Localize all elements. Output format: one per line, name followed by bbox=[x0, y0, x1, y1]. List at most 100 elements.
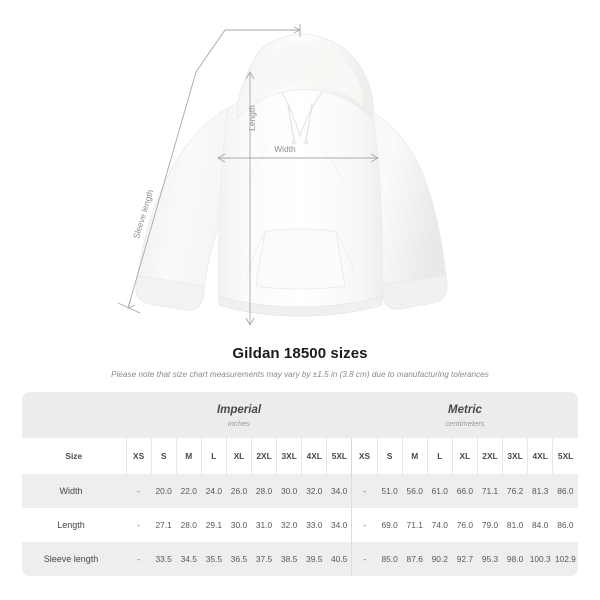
measurement-callouts bbox=[117, 24, 379, 326]
cuff-left bbox=[135, 275, 206, 311]
size-header-cell: S bbox=[150, 438, 177, 474]
size-chart-table: Imperial inches Metric centimeters Size … bbox=[22, 392, 578, 576]
measurement-cell: 51.0 bbox=[377, 474, 403, 508]
width-arrowhead-right bbox=[370, 153, 379, 163]
measurement-cell: 92.7 bbox=[452, 542, 478, 576]
tolerance-note: Please note that size chart measurements… bbox=[111, 370, 489, 379]
measurement-cell: 27.1 bbox=[151, 508, 177, 542]
size-header-cell: 4XL bbox=[527, 438, 553, 474]
measurement-cell: 76.0 bbox=[452, 508, 478, 542]
measurement-cell: 71.1 bbox=[402, 508, 428, 542]
measurement-cell: 39.5 bbox=[301, 542, 327, 576]
unit-system-row: Imperial inches Metric centimeters bbox=[22, 392, 578, 438]
size-header-cell: 4XL bbox=[301, 438, 327, 474]
pocket-edge-left bbox=[246, 231, 266, 279]
measurement-cell: 37.5 bbox=[251, 542, 277, 576]
size-header-cell: L bbox=[426, 438, 453, 474]
size-header-cell: XL bbox=[451, 438, 478, 474]
measurement-cell: 84.0 bbox=[527, 508, 553, 542]
measurement-cell: 22.0 bbox=[176, 474, 202, 508]
hoodie-graphic bbox=[135, 33, 448, 317]
table-row: Length -27.1 28.0 29.1 30.0 31.0 32.0 33.0 34.0-… bbox=[22, 508, 578, 542]
measurement-cell: 24.0 bbox=[201, 474, 227, 508]
measurement-cell: 31.0 bbox=[251, 508, 277, 542]
sleeve-length-arrowhead-bottom bbox=[127, 298, 136, 309]
seam-right bbox=[324, 150, 349, 197]
size-header-cell: XS bbox=[351, 438, 378, 474]
drawstring-tip-right bbox=[303, 139, 309, 145]
size-header-cell: 5XL bbox=[552, 438, 578, 474]
measurement-cell: 100.3 bbox=[527, 542, 553, 576]
measurement-cell: 69.0 bbox=[377, 508, 403, 542]
size-header-cell: L bbox=[200, 438, 227, 474]
measurement-cell: 98.0 bbox=[502, 542, 528, 576]
measurement-cell: 20.0 bbox=[151, 474, 177, 508]
size-header-cell: 2XL bbox=[476, 438, 503, 474]
drawstring-right bbox=[305, 103, 313, 141]
measurement-cell: 90.2 bbox=[427, 542, 453, 576]
length-arrowhead-top bbox=[245, 71, 255, 80]
measurement-cell: 26.0 bbox=[226, 474, 252, 508]
hood-inner bbox=[252, 42, 363, 106]
measurement-cell: 32.0 bbox=[276, 508, 302, 542]
measurement-cell: 34.0 bbox=[326, 508, 352, 542]
measurement-cell: 87.6 bbox=[402, 542, 428, 576]
measurement-cell: 85.0 bbox=[377, 542, 403, 576]
table-row: Width -20.0 22.0 24.0 26.0 28.0 30.0 32.0 34.0-5… bbox=[22, 474, 578, 508]
size-header-cell: XS bbox=[125, 438, 152, 474]
measurement-cell: 86.0 bbox=[552, 508, 578, 542]
sleeve-length-arrowhead-top bbox=[293, 26, 302, 34]
measurement-cell: 79.0 bbox=[477, 508, 503, 542]
measurement-cell: 32.0 bbox=[301, 474, 327, 508]
measurement-cell: 30.0 bbox=[276, 474, 302, 508]
measurement-cell: - bbox=[351, 542, 378, 576]
size-header-label: Size bbox=[22, 438, 127, 474]
measurement-cell: 102.9 bbox=[552, 542, 578, 576]
size-header-cell: 5XL bbox=[326, 438, 352, 474]
measurement-cell: 38.5 bbox=[276, 542, 302, 576]
hem-ribbing bbox=[218, 295, 383, 317]
length-label: Length bbox=[247, 105, 257, 131]
measurement-cell: 81.3 bbox=[527, 474, 553, 508]
unit-spacer-cell bbox=[22, 392, 127, 438]
measurement-cell: - bbox=[351, 474, 378, 508]
measurement-cell: - bbox=[126, 508, 152, 542]
width-arrowhead-left bbox=[217, 153, 226, 163]
measurement-cell: 76.2 bbox=[502, 474, 528, 508]
measurement-cell: 34.5 bbox=[176, 542, 202, 576]
size-chart-table-container: Imperial inches Metric centimeters Size … bbox=[22, 392, 578, 576]
measurement-cell: 61.0 bbox=[427, 474, 453, 508]
measurement-cell: 71.1 bbox=[477, 474, 503, 508]
length-arrowhead-bottom bbox=[245, 317, 255, 326]
unit-cell-metric: Metric centimeters bbox=[351, 392, 578, 438]
measurement-cell: 36.5 bbox=[226, 542, 252, 576]
product-illustration: Sleeve length Length Width bbox=[117, 24, 448, 326]
unit-name-metric: Metric bbox=[448, 404, 482, 416]
measurement-cell: 28.0 bbox=[251, 474, 277, 508]
measurement-cell: 86.0 bbox=[552, 474, 578, 508]
unit-name-imperial: Imperial bbox=[216, 404, 262, 416]
measurement-cell: 33.5 bbox=[151, 542, 177, 576]
title-block: Gildan 18500 sizes Please note that size… bbox=[0, 344, 600, 380]
width-label: Width bbox=[274, 144, 296, 154]
drawstring-left bbox=[287, 103, 295, 141]
size-header-row: Size XS S M L XL 2XL 3XL 4XL 5XL XS S M L XL 2XL 3XL 4XL… bbox=[22, 438, 578, 474]
measurement-cell: - bbox=[351, 508, 378, 542]
row-label: Sleeve length bbox=[22, 542, 127, 576]
size-header-cell: M bbox=[175, 438, 202, 474]
measurement-cell: 29.1 bbox=[201, 508, 227, 542]
measurement-cell: - bbox=[126, 542, 152, 576]
sleeve-length-line bbox=[127, 29, 300, 309]
row-label: Width bbox=[22, 474, 127, 508]
pocket-edge-right bbox=[335, 231, 356, 279]
measurement-cell: 34.0 bbox=[326, 474, 352, 508]
measurement-cell: 74.0 bbox=[427, 508, 453, 542]
size-header-cell: M bbox=[401, 438, 428, 474]
measurement-cell: 30.0 bbox=[226, 508, 252, 542]
size-header-cell: 3XL bbox=[276, 438, 302, 474]
measurement-cell: 33.0 bbox=[301, 508, 327, 542]
page-title: Gildan 18500 sizes bbox=[232, 345, 368, 362]
drawstring-tip-left bbox=[291, 139, 297, 145]
measurement-cell: 28.0 bbox=[176, 508, 202, 542]
